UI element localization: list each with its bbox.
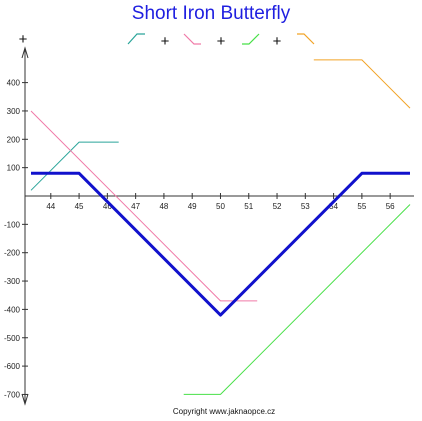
x-tick-label: 49: [188, 202, 197, 211]
y-tick-label: -600: [4, 362, 21, 371]
option-leg-line: [313, 59, 411, 109]
x-tick-label: 56: [386, 202, 395, 211]
x-tick-label: 45: [75, 202, 84, 211]
x-tick-label: 52: [273, 202, 282, 211]
x-tick-label: 51: [244, 202, 253, 211]
legend-swatch: [242, 33, 260, 45]
axes: 44 45 46 47 48 49 50 51 52 53 54 55 56 400 300 200 100 -1…: [4, 46, 414, 406]
plus-symbol: +: [19, 31, 28, 48]
legend-plus: +: [273, 33, 282, 50]
legend-plus: +: [217, 33, 226, 50]
option-leg-line: [183, 204, 411, 395]
y-tick-label: 100: [7, 164, 21, 173]
plot-area: [30, 59, 411, 395]
minus-symbol: –: [18, 413, 27, 421]
y-tick-label: -100: [4, 220, 21, 229]
x-tick-label: 53: [301, 202, 310, 211]
payoff-line: [31, 171, 410, 317]
y-axis-arrow-down: [21, 393, 29, 406]
legend-swatch: [183, 33, 201, 45]
legend-swatch: [297, 33, 315, 45]
y-tick-label: -700: [4, 390, 21, 399]
copyright-text: Copyright www.jaknaopce.cz: [173, 407, 275, 416]
legend-icon: [183, 33, 201, 45]
option-leg-line: [30, 110, 258, 302]
y-tick-label: -300: [4, 277, 21, 286]
legend: + + +: [127, 33, 315, 50]
chart-title: Short Iron Butterfly: [132, 3, 291, 24]
x-tick-label: 48: [159, 202, 168, 211]
y-tick-label: 400: [7, 79, 21, 88]
x-tick-label: 47: [131, 202, 140, 211]
x-tick-label: 55: [357, 202, 366, 211]
x-tick-label: 44: [46, 202, 55, 211]
y-tick-label: 200: [7, 135, 21, 144]
legend-icon: [127, 33, 145, 45]
x-tick-label: 46: [103, 202, 112, 211]
y-tick-label: -500: [4, 334, 21, 343]
y-axis-arrow: [21, 46, 29, 59]
legend-icon: [297, 33, 315, 45]
legend-swatch: [127, 33, 145, 45]
x-tick-label: 50: [216, 202, 225, 211]
y-tick-label: -200: [4, 249, 21, 258]
legend-icon: [242, 33, 260, 45]
option-leg-line: [30, 141, 119, 191]
legend-plus: +: [161, 33, 170, 50]
y-tick-label: 300: [7, 107, 21, 116]
y-tick-label: -400: [4, 305, 21, 314]
x-tick-label: 54: [329, 202, 338, 211]
